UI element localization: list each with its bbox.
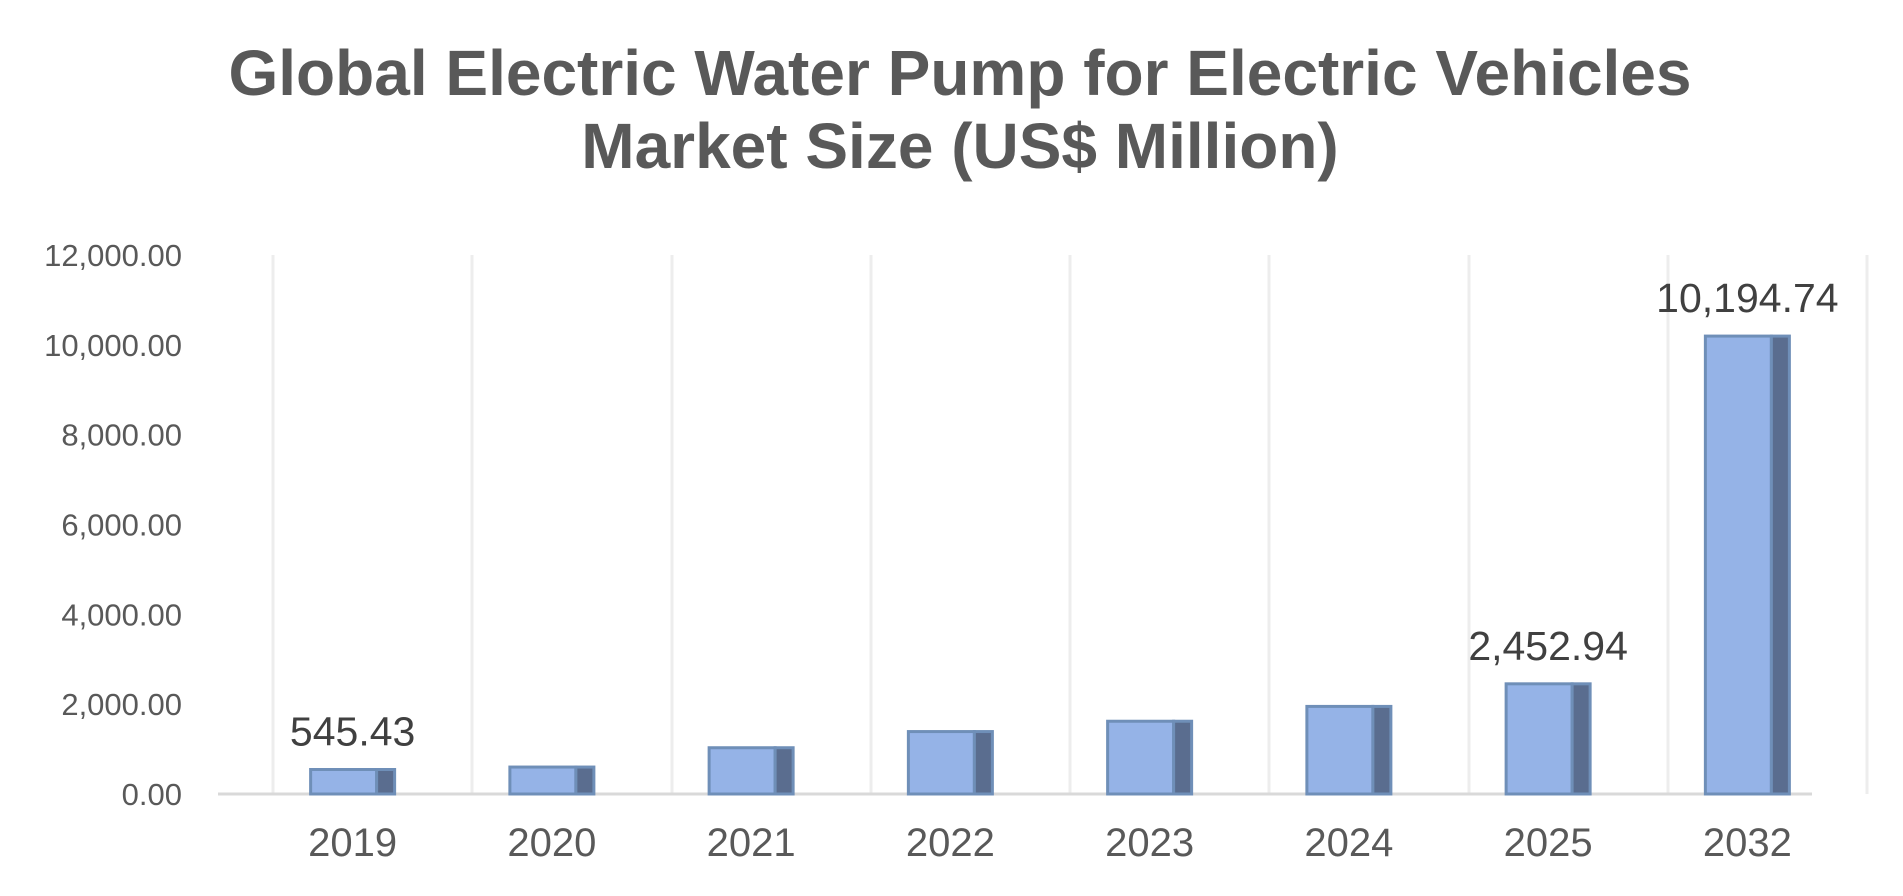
bar bbox=[309, 768, 397, 796]
bar-front-face bbox=[1703, 334, 1773, 796]
y-tick-label: 8,000.00 bbox=[61, 418, 182, 453]
x-tick-label: 2021 bbox=[707, 821, 796, 865]
data-labels: 545.43 2,452.94 10,194.74 bbox=[290, 275, 1839, 754]
x-tick-label: 2023 bbox=[1105, 821, 1194, 865]
y-tick-label: 12,000.00 bbox=[44, 238, 182, 273]
bars bbox=[309, 334, 1791, 796]
y-tick-label: 0.00 bbox=[122, 777, 182, 812]
bar-front-face bbox=[707, 746, 777, 796]
bar bbox=[1504, 682, 1592, 796]
bar-front-face bbox=[508, 765, 578, 796]
bar-side-face bbox=[574, 765, 596, 796]
y-tick-label: 4,000.00 bbox=[61, 597, 182, 632]
chart-title: Global Electric Water Pump for Electric … bbox=[228, 37, 1691, 182]
bar-side-face bbox=[972, 730, 994, 796]
bar-side-face bbox=[1769, 334, 1791, 796]
bar-side-face bbox=[1570, 682, 1592, 796]
bar bbox=[508, 765, 596, 796]
y-tick-label: 2,000.00 bbox=[61, 687, 182, 722]
bar-front-face bbox=[309, 768, 379, 796]
bar-front-face bbox=[1305, 704, 1375, 796]
gridlines bbox=[271, 255, 1869, 794]
chart-title-line-2: Market Size (US$ Million) bbox=[581, 110, 1338, 182]
x-tick-label: 2020 bbox=[507, 821, 596, 865]
x-tick-label: 2025 bbox=[1504, 821, 1593, 865]
data-label: 545.43 bbox=[290, 709, 415, 755]
bar bbox=[1106, 719, 1194, 796]
bar bbox=[1305, 704, 1393, 796]
x-tick-label: 2032 bbox=[1703, 821, 1792, 865]
data-label: 2,452.94 bbox=[1468, 623, 1628, 669]
bar-side-face bbox=[1371, 704, 1393, 796]
chart-title-line-1: Global Electric Water Pump for Electric … bbox=[228, 37, 1691, 109]
bar-side-face bbox=[1172, 719, 1194, 796]
bar-front-face bbox=[906, 730, 976, 796]
y-tick-label: 6,000.00 bbox=[61, 508, 182, 543]
x-tick-label: 2019 bbox=[308, 821, 397, 865]
bar-front-face bbox=[1106, 719, 1176, 796]
axes: 0.00 2,000.00 4,000.00 6,000.00 8,000.00 10,0… bbox=[44, 238, 1812, 865]
x-tick-label: 2022 bbox=[906, 821, 995, 865]
bar-front-face bbox=[1504, 682, 1574, 796]
x-tick-label: 2024 bbox=[1304, 821, 1393, 865]
bar bbox=[707, 746, 795, 796]
bar-side-face bbox=[375, 768, 397, 796]
bar bbox=[1703, 334, 1791, 796]
y-tick-label: 10,000.00 bbox=[44, 328, 182, 363]
bar-side-face bbox=[773, 746, 795, 796]
data-label: 10,194.74 bbox=[1656, 275, 1838, 321]
bar bbox=[906, 730, 994, 796]
